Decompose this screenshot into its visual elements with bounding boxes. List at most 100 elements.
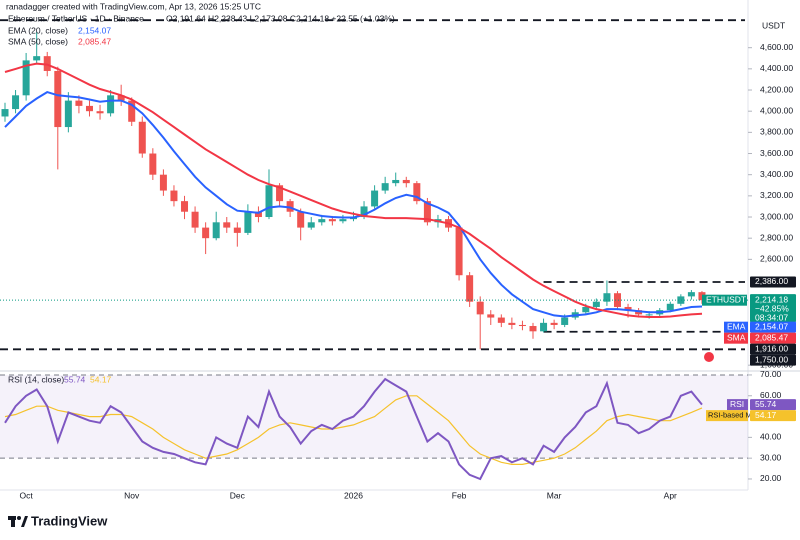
candle-body	[191, 211, 199, 228]
candle-body	[117, 95, 125, 101]
x-tick-label: Dec	[230, 490, 246, 500]
candle-body	[613, 293, 621, 307]
candle-body	[170, 190, 178, 202]
ma-name: SMA	[727, 332, 746, 342]
candle-body	[645, 314, 653, 316]
ohlc: O2,191.64 H2,238.43 L2,173.08 C2,214.18 …	[166, 13, 395, 23]
candle-body	[22, 60, 30, 96]
candle-body	[1, 109, 9, 117]
logo-text: TradingView	[31, 513, 108, 528]
candle-body	[286, 201, 294, 212]
candle-body	[497, 317, 505, 323]
candle-body	[128, 100, 136, 122]
y-tick-label: 4,600.00	[760, 42, 793, 52]
candle-body	[339, 219, 347, 222]
candle-body	[244, 211, 252, 233]
x-tick-label: Nov	[124, 490, 140, 500]
price-badge-text: 2,214.18	[755, 294, 788, 304]
candle-body	[592, 301, 600, 307]
rsi-line	[4, 395, 703, 465]
logo	[8, 516, 28, 527]
candle-body	[540, 322, 548, 332]
level-badge-text: 2,386.00	[755, 276, 788, 286]
ma-name-badge	[724, 332, 748, 344]
candle-body	[624, 306, 632, 311]
candle-body	[223, 222, 231, 228]
level-badge	[750, 276, 796, 288]
rsi-title: RSI (14, close)	[8, 374, 64, 384]
candle-body	[64, 100, 72, 128]
candle-body	[371, 190, 379, 207]
alert-icon	[704, 352, 714, 362]
legend-label: EMA (20, close)	[8, 25, 68, 35]
candle-body	[487, 314, 495, 318]
currency: USDT	[762, 20, 785, 30]
y-tick-label: 70.00	[760, 369, 782, 379]
candle-body	[550, 322, 558, 325]
legend-value: 55.74	[64, 374, 86, 384]
y-tick-label: 3,400.00	[760, 169, 793, 179]
x-tick-label: Mar	[547, 490, 562, 500]
legend-value: 54.17	[90, 374, 112, 384]
candle-body	[254, 211, 262, 218]
credit: ranadagger created with TradingView.com,…	[6, 1, 261, 11]
rsi-badge	[750, 399, 796, 411]
candle-body	[33, 56, 41, 61]
candle-body	[276, 185, 284, 202]
x-tick-label: 2026	[344, 490, 363, 500]
ma-badge	[750, 332, 796, 344]
x-tick-label: Apr	[664, 490, 677, 500]
y-tick-label: 3,800.00	[760, 127, 793, 137]
y-tick-label: 2,800.00	[760, 232, 793, 242]
candle-body	[159, 174, 167, 191]
rsi-name: RSI-based MA	[708, 411, 757, 420]
rsi-name: RSI	[730, 399, 744, 409]
candle-body	[96, 111, 104, 114]
rsi-badge-text: 54.17	[755, 410, 777, 420]
candle-body	[687, 292, 695, 297]
candle-body	[318, 219, 326, 223]
candle-body	[212, 222, 220, 239]
rsi-name-badge	[727, 399, 748, 411]
candle-body	[328, 219, 336, 222]
ma-name-badge	[724, 321, 748, 333]
price-badge	[750, 294, 796, 323]
y-tick-label: 3,000.00	[760, 211, 793, 221]
y-tick-label: 40.00	[760, 432, 782, 442]
candle-body	[43, 56, 51, 71]
rsi-line	[4, 377, 703, 481]
candle-body	[360, 206, 368, 218]
candle-body	[423, 201, 431, 223]
chart-title: Ethereum / TetherUS · 1D · Binance	[8, 13, 144, 23]
ma-badge-text: 2,154.07	[755, 321, 788, 331]
y-tick-label: 4,400.00	[760, 63, 793, 73]
candle-body	[54, 70, 62, 128]
candle-body	[181, 201, 189, 212]
candle-body	[508, 322, 516, 325]
legend-label: SMA (50, close)	[8, 36, 68, 46]
candle-body	[413, 183, 421, 202]
candle-body	[202, 227, 210, 239]
candle-body	[233, 227, 241, 233]
candle-body	[698, 292, 706, 301]
level-badge	[750, 343, 796, 355]
y-tick-label: 2,600.00	[760, 254, 793, 264]
candle-body	[677, 296, 685, 304]
level-badge-text: 1,916.00	[755, 343, 788, 353]
price-badge-text: 08:34:07	[755, 312, 788, 322]
candle-body	[392, 179, 400, 184]
candle-body	[466, 275, 474, 302]
candle-body	[75, 100, 83, 106]
candle-body	[582, 306, 590, 313]
legend-value: 2,154.07	[78, 25, 111, 35]
y-tick-label: 60.00	[760, 390, 782, 400]
y-tick-label: 20.00	[760, 473, 782, 483]
ma-line	[4, 62, 703, 318]
x-tick-label: Oct	[20, 490, 34, 500]
y-tick-label: 4,000.00	[760, 105, 793, 115]
ma-badge-text: 2,085.47	[755, 332, 788, 342]
candle-body	[85, 105, 93, 112]
candle-body	[666, 303, 674, 311]
y-tick-label: 3,200.00	[760, 190, 793, 200]
